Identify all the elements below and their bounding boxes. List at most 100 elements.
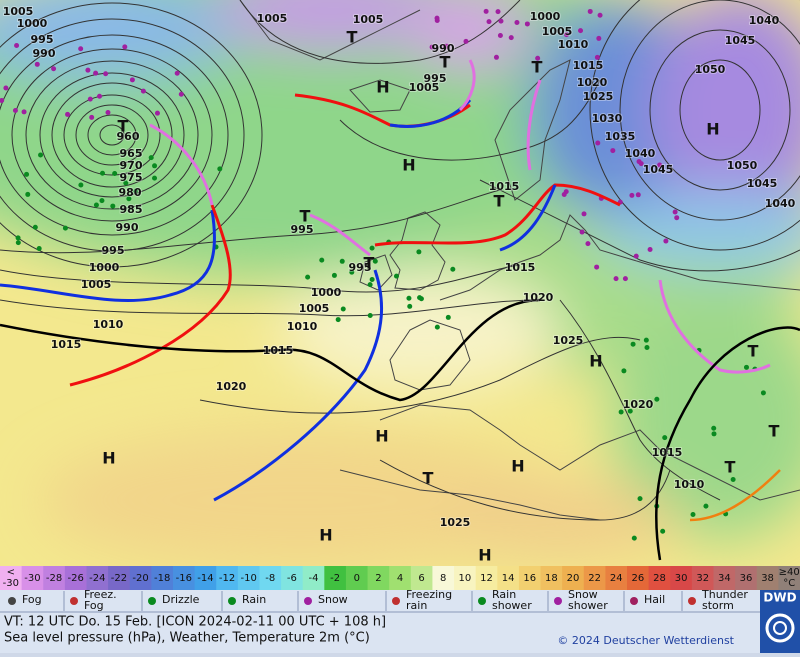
pressure-label: 1005	[257, 12, 288, 25]
high-pressure-label: H	[589, 352, 602, 371]
coastlines	[239, 0, 800, 521]
weather-symbol	[369, 277, 375, 283]
weather-symbol	[760, 390, 766, 396]
weather-symbol	[406, 295, 412, 301]
isobar	[39, 72, 185, 198]
high-pressure-label: H	[376, 78, 389, 97]
legend-label: Snow	[568, 588, 598, 601]
weather-symbol	[349, 269, 355, 275]
weather-symbol	[596, 35, 602, 41]
colorbar-cell	[0, 566, 23, 590]
legend-icon	[148, 597, 156, 605]
weather-symbol	[493, 54, 499, 60]
colorbar-cell	[194, 566, 217, 590]
weather-symbol	[93, 70, 99, 76]
pressure-label: 1020	[523, 291, 554, 304]
footer-valid-time: VT: 12 UTC Do. 15 Feb. [ICON 2024-02-11 …	[4, 615, 386, 630]
legend-icon	[554, 597, 562, 605]
weather-symbol	[14, 42, 20, 48]
colorbar-cell	[43, 566, 66, 590]
low-pressure-label: T	[347, 28, 358, 47]
weather-symbol	[743, 364, 749, 370]
weather-symbol	[103, 71, 109, 77]
pressure-label: 1030	[592, 112, 623, 125]
pressure-label: 975	[120, 171, 143, 184]
pressure-label: 995	[349, 261, 372, 274]
colorbar-cell	[21, 566, 44, 590]
colorbar-cell	[86, 566, 109, 590]
weather-symbol	[133, 188, 139, 194]
weather-symbol	[660, 528, 666, 534]
colorbar-cell	[627, 566, 650, 590]
weather-symbol	[99, 198, 105, 204]
colorbar-cell	[713, 566, 736, 590]
pressure-label: 1015	[652, 446, 683, 459]
colorbar-label: -24	[89, 573, 105, 584]
colorbar-label: 6	[418, 573, 424, 584]
weather-symbol	[429, 44, 435, 50]
colorbar-label: 18	[545, 573, 558, 584]
isobar	[0, 34, 229, 236]
colorbar-cell	[151, 566, 174, 590]
weather-symbol	[340, 306, 346, 312]
colorbar-label: 8	[440, 573, 446, 584]
legend-icon	[228, 597, 236, 605]
weather-symbol	[152, 175, 158, 181]
colorbar-label: -22	[111, 573, 127, 584]
copyright: © 2024 Deutscher Wetterdienst	[557, 634, 734, 647]
weather-symbol	[637, 496, 643, 502]
weather-symbol	[578, 28, 584, 34]
colorbar-label: -10	[240, 573, 256, 584]
weather-symbol	[594, 264, 600, 270]
weather-symbol	[643, 337, 649, 343]
high-pressure-label: H	[402, 156, 415, 175]
weather-symbol	[15, 235, 21, 241]
pressure-label: 1005	[81, 278, 112, 291]
weather-symbol	[444, 43, 450, 49]
weather-symbol	[662, 435, 668, 441]
weather-symbol	[622, 276, 628, 282]
colorbar-cell	[518, 566, 542, 590]
isobar	[479, 179, 800, 272]
weather-symbol	[129, 77, 135, 83]
colorbar-cell	[108, 566, 131, 590]
legend-label: Hail	[644, 593, 665, 606]
isobar	[63, 94, 161, 176]
weather-symbol	[495, 9, 501, 15]
colorbar-label: 26	[631, 573, 644, 584]
pressure-label: 1005	[353, 13, 384, 26]
weather-symbol	[3, 85, 9, 91]
colorbar-cell	[324, 566, 347, 590]
weather-symbol	[587, 8, 593, 14]
colorbar-label: -26	[68, 573, 84, 584]
legend-label: Freezing	[406, 588, 452, 601]
low-pressure-label: T	[725, 458, 736, 477]
colorbar-label: 32	[696, 573, 709, 584]
weather-symbol	[93, 202, 99, 208]
pressure-label: 1000	[89, 261, 120, 274]
isobars	[0, 0, 800, 521]
colorbar-label: 36	[740, 573, 753, 584]
pressure-label: 1005	[409, 81, 440, 94]
weather-symbol	[12, 107, 18, 113]
weather-symbol	[305, 274, 311, 280]
weather-legend: Fog Freez.Fog Drizzle Rain Snow FreezingrainR…	[8, 588, 748, 612]
weather-symbol	[369, 245, 375, 251]
weather-symbol	[663, 238, 669, 244]
pressure-label: 985	[120, 203, 143, 216]
weather-symbol	[563, 32, 569, 38]
colorbar-label: 34	[718, 573, 731, 584]
weather-symbol	[78, 182, 84, 188]
pressure-label: 990	[116, 221, 139, 234]
isobar	[11, 48, 213, 222]
weather-symbol	[514, 20, 520, 26]
weather-symbol	[319, 257, 325, 263]
isobar	[679, 59, 761, 161]
weather-symbol	[594, 54, 600, 60]
legend-icon	[688, 597, 696, 605]
pressure-label: 1040	[625, 147, 656, 160]
pressure-label: 965	[120, 147, 143, 160]
weather-symbol	[674, 215, 680, 221]
isobar	[199, 336, 641, 414]
weather-symbol	[62, 225, 68, 231]
